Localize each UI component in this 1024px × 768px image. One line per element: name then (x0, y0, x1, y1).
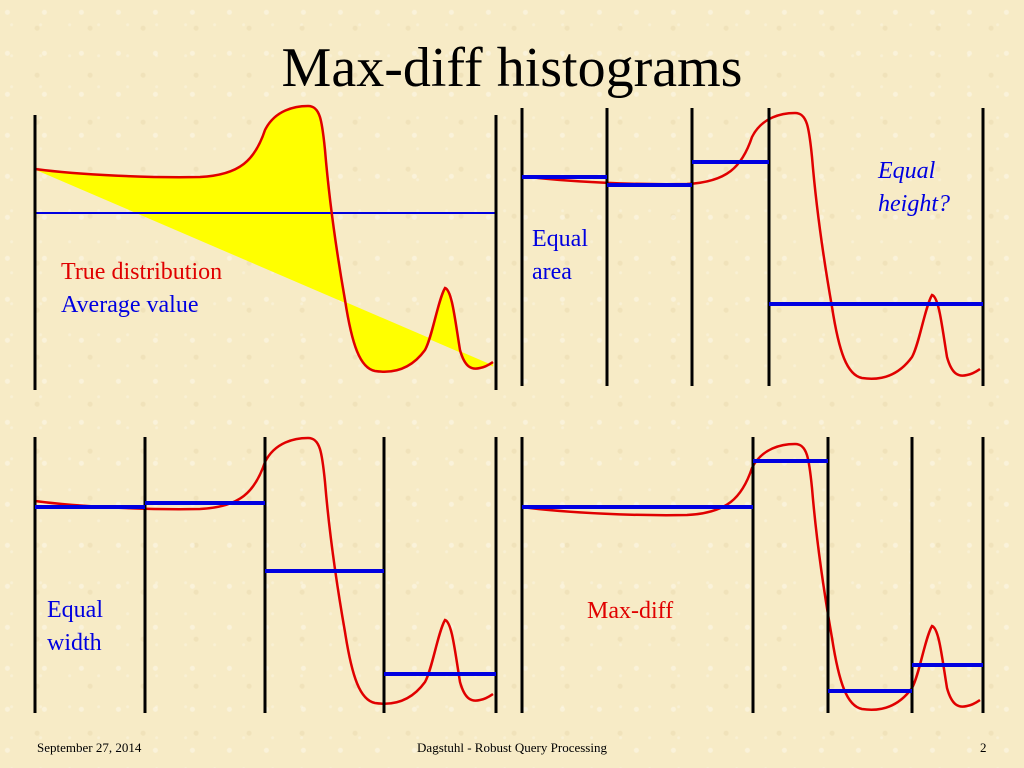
linear-approximation-line (34, 168, 494, 367)
panel-true-distribution (33, 104, 498, 390)
label-equal-height-line2: height? (878, 191, 950, 217)
distribution-curve (520, 111, 982, 380)
label-equal-area-line1: Equal (532, 226, 588, 252)
panel-equal-width-buckets (33, 437, 498, 713)
label-max-diff: Max-diff (587, 598, 674, 624)
label-equal-height: Equal height? (878, 155, 950, 221)
label-equal-width-line1: Equal (47, 597, 103, 623)
label-equal-area: Equal area (532, 223, 588, 289)
error-area-fill (35, 106, 493, 372)
panel-equal-area-buckets (520, 108, 985, 386)
slide-title: Max-diff histograms (281, 37, 743, 99)
legend-average-value: Average value (61, 292, 199, 318)
panel-equal-area (520, 111, 982, 380)
label-equal-area-line2: area (532, 259, 572, 285)
footer-date: September 27, 2014 (37, 740, 142, 755)
label-equal-height-line1: Equal (878, 158, 936, 184)
label-equal-width-line2: width (47, 630, 102, 656)
legend-true-distribution: True distribution (61, 259, 223, 285)
panel-max-diff-buckets (520, 437, 985, 713)
footer-event: Dagstuhl - Robust Query Processing (417, 740, 607, 755)
label-equal-width: Equal width (47, 594, 103, 660)
footer-page-number: 2 (980, 740, 987, 755)
